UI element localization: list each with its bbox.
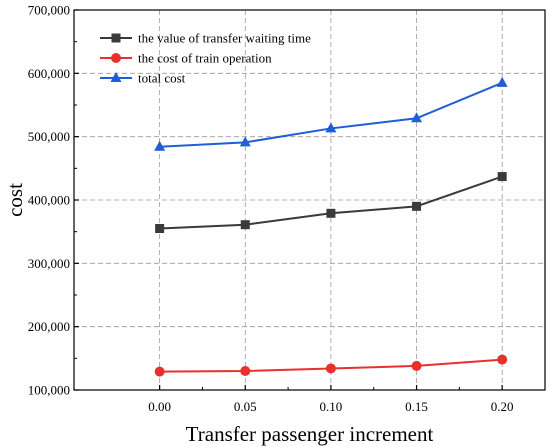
legend-item: total cost bbox=[100, 71, 186, 86]
legend: the value of transfer waiting time the co… bbox=[100, 31, 311, 86]
legend-label: the value of transfer waiting time bbox=[138, 31, 311, 46]
y-tick-label: 600,000 bbox=[28, 66, 70, 81]
y-tick-label: 200,000 bbox=[28, 319, 70, 334]
data-point bbox=[496, 76, 508, 87]
data-point bbox=[411, 112, 423, 123]
x-tick-label: 0.20 bbox=[491, 399, 514, 414]
data-point bbox=[154, 366, 165, 377]
x-tick-label: 0.00 bbox=[148, 399, 171, 414]
x-tick-label: 0.10 bbox=[320, 399, 343, 414]
x-tick-label: 0.15 bbox=[405, 399, 428, 414]
data-point bbox=[240, 220, 250, 230]
data-point bbox=[497, 354, 508, 365]
data-point bbox=[325, 363, 336, 374]
data-series bbox=[154, 76, 508, 377]
data-point bbox=[411, 360, 422, 371]
legend-label: the cost of train operation bbox=[138, 51, 272, 66]
data-point bbox=[154, 140, 166, 151]
series-1 bbox=[155, 172, 507, 233]
axes: 100,000 200,000 300,000 400,000 500,000 600,0… bbox=[28, 3, 514, 415]
y-tick-label: 100,000 bbox=[28, 383, 70, 398]
data-point bbox=[326, 208, 336, 218]
y-tick-label: 400,000 bbox=[28, 193, 70, 208]
y-tick-label: 300,000 bbox=[28, 256, 70, 271]
legend-marker bbox=[110, 72, 122, 82]
y-tick-label: 500,000 bbox=[28, 129, 70, 144]
series-3 bbox=[154, 76, 508, 151]
legend-label: total cost bbox=[138, 71, 186, 86]
data-point bbox=[240, 366, 251, 376]
grid-lines bbox=[74, 10, 545, 390]
data-point bbox=[412, 201, 422, 211]
legend-marker bbox=[111, 33, 121, 43]
y-tick-label: 700,000 bbox=[28, 3, 70, 18]
data-point bbox=[325, 122, 337, 133]
data-point bbox=[155, 224, 165, 233]
legend-item: the cost of train operation bbox=[100, 51, 272, 66]
legend-item: the value of transfer waiting time bbox=[100, 31, 311, 46]
x-tick-label: 0.05 bbox=[234, 399, 257, 414]
data-point bbox=[239, 136, 251, 147]
y-axis-title: cost bbox=[3, 183, 27, 217]
data-point bbox=[497, 172, 507, 182]
series-2 bbox=[154, 354, 508, 377]
x-axis-title: Transfer passenger increment bbox=[186, 422, 434, 446]
legend-marker bbox=[111, 53, 121, 63]
